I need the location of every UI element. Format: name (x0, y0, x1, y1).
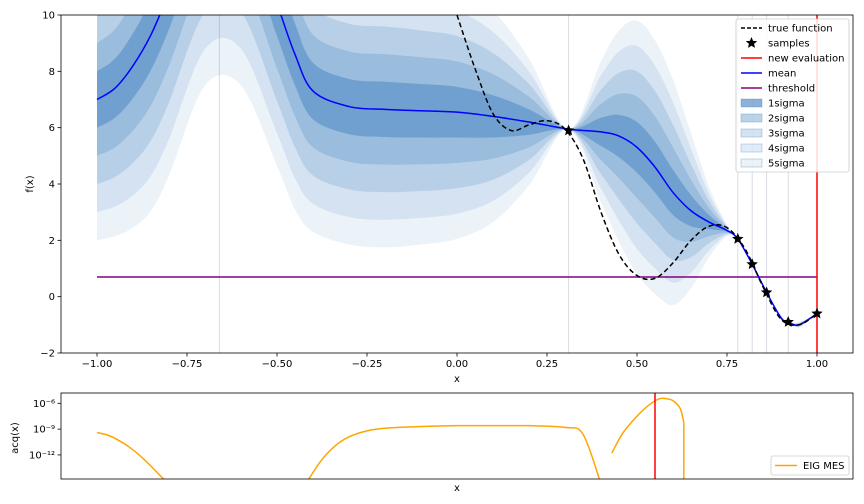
acq-line (308, 424, 601, 479)
x-tick-label: 0.00 (446, 359, 468, 370)
x-tick-label: 1.00 (806, 359, 828, 370)
y-ticks: −2 0 2 4 6 8 10 (40, 11, 61, 360)
y-tick-label: 0 (49, 292, 55, 303)
band-4sigma (97, 15, 817, 328)
legend-label: 3sigma (768, 129, 805, 140)
acq-plot-area (61, 393, 853, 479)
acq-line (611, 397, 685, 454)
legend-swatch-samples (745, 37, 758, 48)
acq-line (96, 431, 165, 479)
acq-legend-box (770, 455, 850, 476)
legend-label: mean (768, 69, 796, 80)
y-tick-label: 4 (49, 180, 55, 191)
legend-swatch-band (740, 113, 763, 123)
acq-y-tick-label: 10⁻¹² (29, 450, 55, 461)
legend-box (735, 18, 850, 173)
sample-point (562, 124, 575, 136)
sample-point (760, 286, 773, 298)
legend-label: 1sigma (768, 99, 805, 110)
x-tick-label: −0.25 (352, 359, 383, 370)
legend-label: 2sigma (768, 114, 805, 125)
x-ticks: −1.00 −0.75 −0.50 −0.25 0.00 0.25 0.50 0.75 1.00 (82, 353, 828, 370)
main-plot: −1.00 −0.75 −0.50 −0.25 0.00 0.25 0.50 0.75 1.00… (25, 11, 854, 385)
legend-label: new evaluation (768, 54, 844, 65)
sample-point (811, 307, 823, 319)
acq-legend-label: EIG MES (803, 461, 845, 472)
y-axis-label: f(x) (25, 175, 36, 192)
acq-legend: EIG MES (770, 455, 850, 476)
legend-label: threshold (768, 84, 815, 95)
y-tick-label: −2 (40, 349, 55, 360)
acq-y-tick-label: 10⁻⁶ (33, 399, 55, 410)
acq-x-axis-label: x (454, 483, 460, 494)
band-2sigma (97, 15, 817, 327)
legend-label: 5sigma (768, 159, 805, 170)
y-tick-label: 10 (42, 11, 55, 22)
true-function-line (456, 15, 818, 326)
legend: true function samples new evaluation mean th… (735, 18, 850, 173)
band-1sigma (97, 15, 817, 326)
x-tick-label: −1.00 (82, 359, 113, 370)
band-5sigma (97, 15, 817, 328)
legend-swatch-band (740, 98, 763, 108)
x-tick-label: −0.50 (262, 359, 293, 370)
x-tick-label: 0.25 (536, 359, 558, 370)
y-tick-label: 6 (49, 123, 55, 134)
acq-y-ticks: 10⁻⁶ 10⁻⁹ 10⁻¹² (29, 399, 61, 461)
band-3sigma (97, 15, 817, 327)
legend-swatch-band (740, 143, 763, 153)
sample-markers (562, 124, 823, 327)
x-tick-label: −0.75 (172, 359, 203, 370)
legend-swatch-band (740, 128, 763, 138)
y-tick-label: 2 (49, 236, 55, 247)
acq-y-axis-label: acq(x) (10, 422, 21, 454)
sample-point (782, 316, 794, 327)
x-axis-label: x (454, 374, 460, 385)
sigma-bands (97, 15, 817, 328)
legend-label: samples (768, 39, 810, 50)
sample-point (732, 232, 744, 244)
plot-area (61, 15, 853, 353)
x-tick-label: 0.75 (716, 359, 738, 370)
x-tick-label: 0.50 (626, 359, 648, 370)
mean-line (96, 15, 818, 326)
sample-point (746, 258, 758, 270)
y-tick-label: 8 (49, 67, 55, 78)
acq-y-tick-label: 10⁻⁹ (33, 425, 55, 436)
acquisition-plot: 10⁻⁶ 10⁻⁹ 10⁻¹² x acq(x) EIG MES (10, 392, 854, 494)
legend-label: true function (768, 24, 833, 35)
legend-swatch-band (740, 158, 763, 168)
legend-label: 4sigma (768, 144, 805, 155)
acq-plot-frame (60, 392, 854, 480)
